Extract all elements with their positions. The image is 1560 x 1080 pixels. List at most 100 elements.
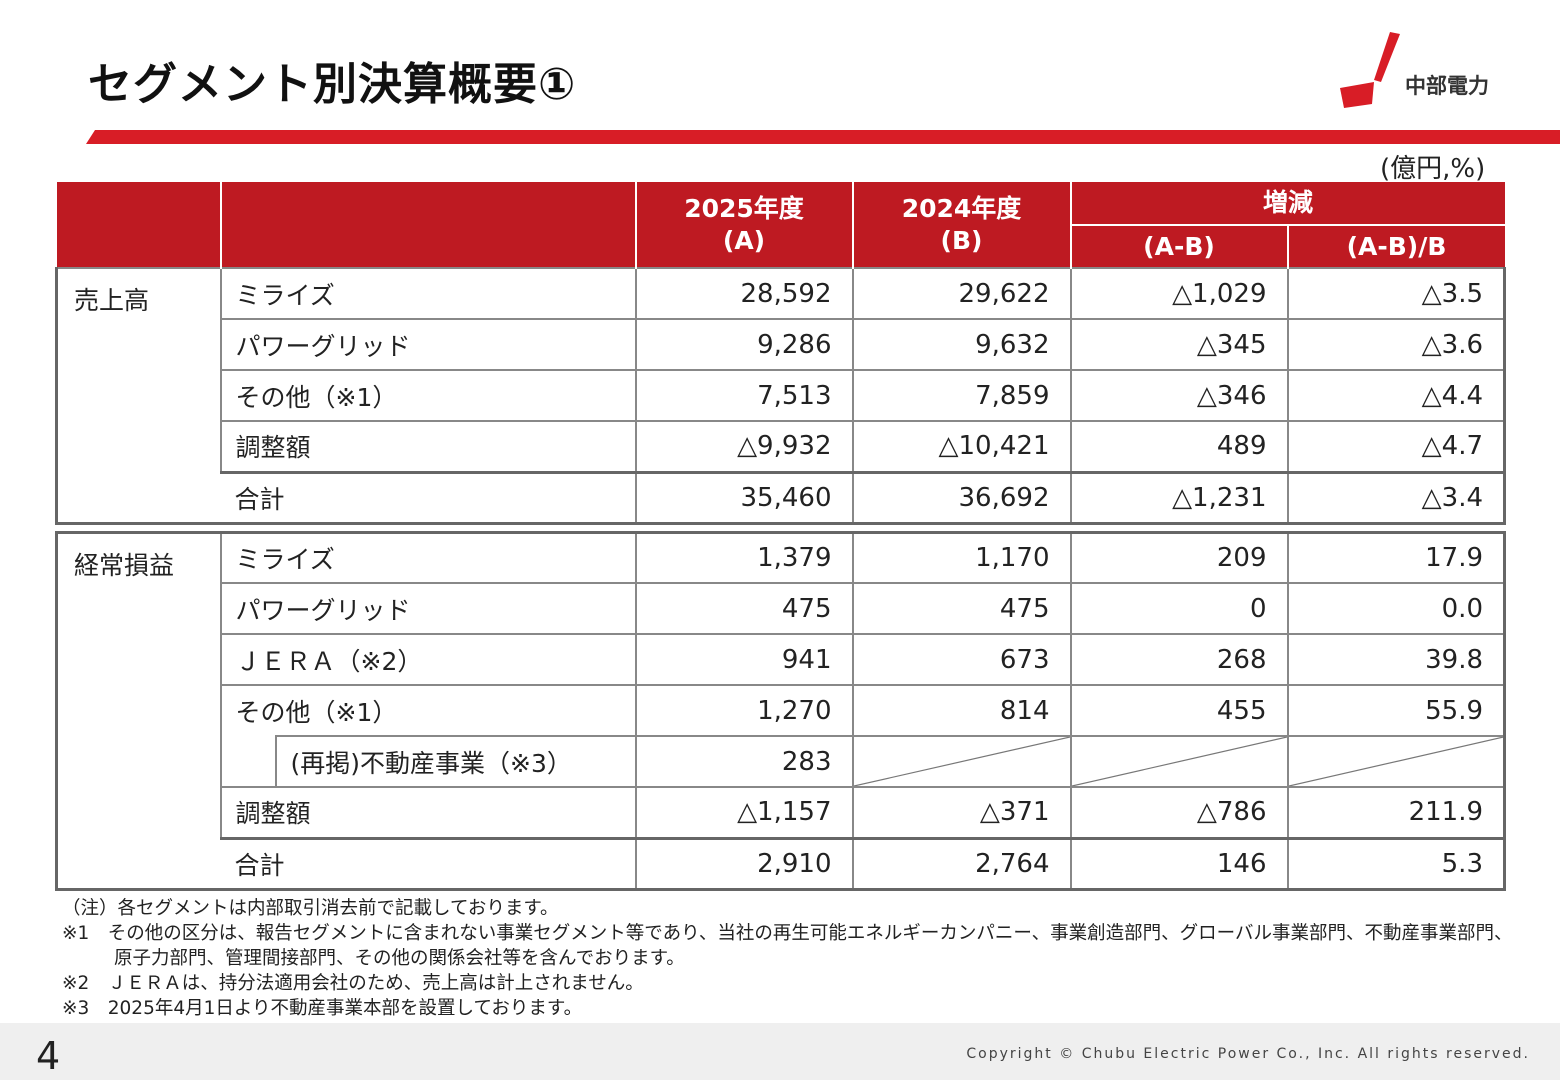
value-ratio: △4.4: [1286, 369, 1506, 422]
value-ratio: 5.3: [1286, 837, 1506, 891]
value-ratio: 0.0: [1286, 582, 1506, 635]
table-row: 調整額 △9,932 △10,421 489 △4.7: [57, 420, 1506, 474]
row-label: 調整額: [219, 420, 637, 474]
row-label: 合計: [220, 837, 637, 891]
value-ratio: 39.8: [1286, 633, 1506, 686]
sub-indent: [219, 736, 277, 787]
row-label: 調整額: [219, 786, 637, 840]
page-number: 4: [36, 1034, 61, 1078]
footer-bar: [0, 1023, 1560, 1080]
value-diff: △346: [1069, 369, 1289, 422]
category-ordinary: 経常損益: [55, 530, 222, 838]
table-row: 売上高 ミライズ 28,592 29,622 △1,029 △3.5: [55, 267, 1506, 472]
empty-cell-slash: [851, 735, 1072, 788]
footnotes: （注）各セグメントは内部取引消去前で記載しております。 ※1 その他の区分は、報…: [62, 896, 1512, 1021]
row-label: ＪＥＲＡ（※2）: [219, 633, 637, 686]
value-diff: 268: [1069, 633, 1289, 686]
value-diff: 0: [1069, 582, 1289, 635]
value-a: 28,592: [634, 267, 854, 320]
note-1: ※1 その他の区分は、報告セグメントに含まれない事業セグメント等であり、当社の再…: [62, 923, 1513, 944]
value-a: 2,910: [634, 837, 854, 891]
value-a: 283: [634, 735, 854, 788]
category-ordinary-spacer: [55, 838, 221, 891]
value-diff: △1,029: [1069, 267, 1289, 320]
value-a: 941: [634, 633, 854, 686]
table-row: 経常損益 ミライズ 1,379 1,170 209 17.9: [55, 530, 1506, 838]
note-general: （注）各セグメントは内部取引消去前で記載しております。: [62, 898, 559, 919]
note-1-cont: 原子力部門、管理間接部門、その他の関係会社等を含んでおります。: [114, 948, 685, 969]
value-b: 2,764: [851, 837, 1072, 891]
page-title: セグメント別決算概要①: [88, 59, 577, 110]
value-diff: 209: [1069, 530, 1289, 584]
value-b: △10,421: [851, 420, 1072, 474]
value-ratio: 211.9: [1286, 786, 1506, 840]
value-diff: △345: [1069, 318, 1289, 371]
value-ratio: △3.6: [1286, 318, 1506, 371]
row-label: パワーグリッド: [219, 318, 637, 371]
table-row-total: 合計 35,460 36,692 △1,231 △3.4: [55, 471, 1506, 525]
value-diff: 146: [1069, 837, 1289, 891]
value-a: 1,379: [634, 530, 854, 584]
header-col-b: 2024年度 (B): [851, 182, 1071, 268]
copyright: Copyright © Chubu Electric Power Co., In…: [966, 1046, 1530, 1062]
table-row: ＪＥＲＡ（※2） 941 673 268 39.8: [57, 633, 1506, 686]
header-diff: (A-B): [1069, 225, 1288, 268]
header-col-a: 2025年度 (A): [634, 182, 853, 268]
logo-text: 中部電力: [1405, 74, 1489, 98]
table-row: その他（※1） 1,270 814 455 55.9: [57, 684, 1506, 737]
row-label: ミライズ: [219, 267, 637, 320]
value-diff: 489: [1069, 420, 1289, 474]
header-red-bar: [86, 130, 1560, 144]
value-a: 475: [634, 582, 854, 635]
value-b: △371: [851, 786, 1072, 840]
table-row: パワーグリッド 475 475 0 0.0: [57, 582, 1506, 635]
value-b: 475: [851, 582, 1072, 635]
header-ratio: (A-B)/B: [1286, 225, 1505, 268]
value-ratio: △3.4: [1286, 471, 1506, 525]
unit-label: (億円,%): [1380, 154, 1486, 184]
row-label: その他（※1）: [219, 684, 637, 736]
empty-cell-slash: [1069, 735, 1289, 788]
value-b: 36,692: [851, 471, 1072, 525]
value-a: 9,286: [634, 318, 854, 371]
row-label: その他（※1）: [219, 369, 637, 422]
value-ratio: △3.5: [1286, 267, 1506, 320]
row-label: (再掲)不動産事業（※3）: [274, 735, 637, 788]
value-a: △9,932: [634, 420, 854, 474]
value-a: 1,270: [634, 684, 854, 737]
value-b: 1,170: [851, 530, 1072, 584]
value-a: 7,513: [634, 369, 854, 422]
note-3: ※3 2025年4月1日より不動産事業本部を設置しております。: [62, 998, 583, 1019]
value-diff: △786: [1069, 786, 1289, 840]
row-label: 合計: [220, 471, 637, 525]
value-diff: △1,231: [1069, 471, 1289, 525]
table-row: その他（※1） 7,513 7,859 △346 △4.4: [57, 369, 1506, 422]
category-sales-spacer: [55, 472, 221, 525]
header-col-a-year: 2025年度: [684, 193, 804, 223]
note-2: ※2 ＪＥＲＡは、持分法適用会社のため、売上高は計上されません。: [62, 973, 644, 994]
header-col-a-tag: (A): [722, 225, 766, 255]
value-b: 29,622: [851, 267, 1072, 320]
value-ratio: △4.7: [1286, 420, 1506, 474]
empty-cell-slash: [1286, 735, 1506, 788]
value-b: 9,632: [851, 318, 1072, 371]
row-label: パワーグリッド: [219, 582, 637, 635]
segment-table: 2025年度 (A) 2024年度 (B) 増減 (A-B) (A-B)/B 売…: [55, 182, 1506, 891]
chubu-logo-icon: [1340, 32, 1400, 108]
header-change: 増減: [1069, 182, 1505, 226]
value-b: 673: [851, 633, 1072, 686]
category-sales: 売上高: [55, 267, 222, 472]
value-a: 35,460: [634, 471, 854, 525]
value-ratio: 55.9: [1286, 684, 1506, 737]
header-col-b-year: 2024年度: [901, 193, 1022, 223]
value-b: 814: [851, 684, 1072, 737]
table-row: パワーグリッド 9,286 9,632 △345 △3.6: [57, 318, 1506, 371]
header-blank-label: [219, 182, 636, 268]
table-row: 調整額 △1,157 △371 △786 211.9: [57, 786, 1506, 840]
row-label: ミライズ: [219, 530, 637, 584]
value-ratio: 17.9: [1286, 530, 1506, 584]
table-row-total: 合計 2,910 2,764 146 5.3: [55, 837, 1506, 891]
value-a: △1,157: [634, 786, 854, 840]
value-b: 7,859: [851, 369, 1072, 422]
header-blank-category: [56, 182, 221, 268]
